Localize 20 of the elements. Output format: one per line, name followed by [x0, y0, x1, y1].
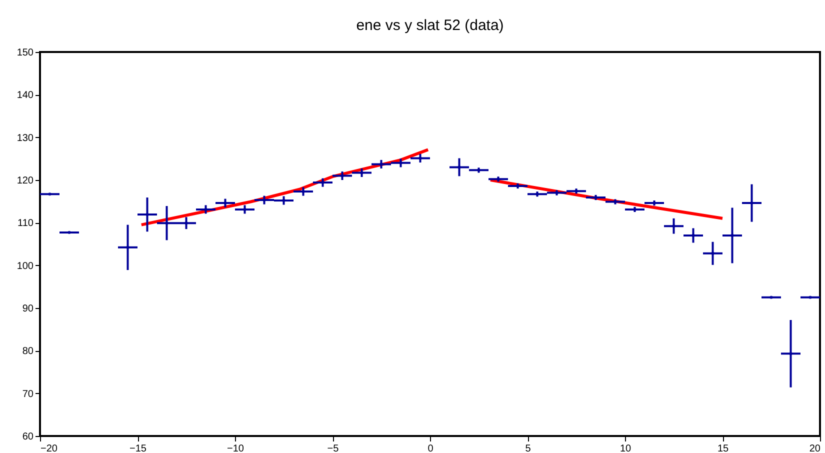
y-tick-label: 110 [18, 218, 34, 230]
x-tick-label: −5 [327, 444, 340, 453]
x-tick-label: 0 [428, 444, 434, 453]
y-tick-label: 80 [22, 346, 34, 358]
x-tick-label: 20 [809, 444, 821, 453]
y-tick-label: 150 [16, 48, 34, 58]
y-tick-label: 130 [16, 132, 34, 144]
x-tick-label: −15 [130, 444, 147, 453]
x-tick-label: 5 [525, 444, 532, 453]
y-tick-label: 100 [16, 260, 34, 272]
x-tick-label: −20 [40, 444, 58, 453]
x-tick-label: 15 [717, 444, 729, 453]
y-tick-label: 70 [22, 388, 34, 400]
y-tick-label: 120 [16, 176, 34, 186]
x-tick-label: −10 [227, 444, 244, 453]
x-tick-label: 10 [620, 444, 632, 453]
chart-title: ene vs y slat 52 (data) [356, 17, 504, 34]
y-tick-label: 90 [22, 304, 34, 314]
y-tick-label: 60 [22, 432, 34, 442]
y-tick-label: 140 [16, 90, 34, 102]
